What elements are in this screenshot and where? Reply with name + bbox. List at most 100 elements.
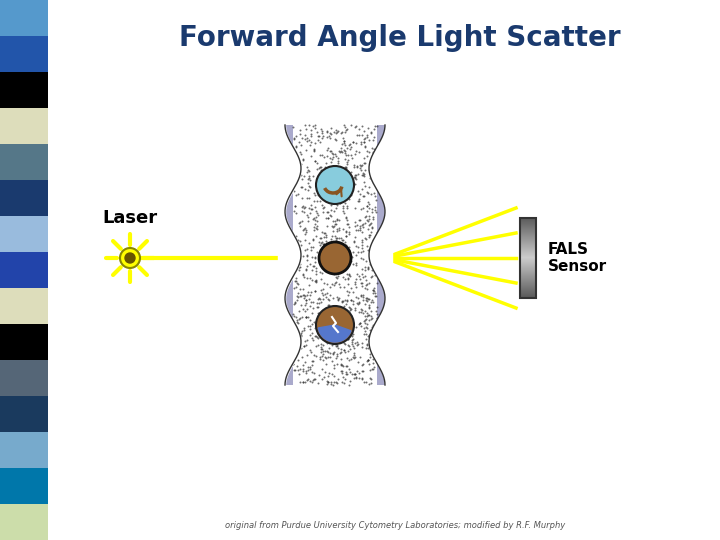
Point [362,264,374,272]
Point [307,172,319,180]
Point [306,333,318,342]
Point [324,303,336,312]
Point [315,241,326,249]
Point [359,324,370,333]
Point [316,150,328,159]
Point [351,171,362,179]
Point [350,149,361,158]
Bar [520,280,536,281]
Bar [520,220,536,221]
Bar [0,252,48,288]
Point [361,215,373,224]
Point [343,333,355,341]
Point [359,219,371,227]
Point [366,266,378,274]
Point [351,122,362,130]
Point [366,144,378,152]
Point [333,294,345,302]
Point [332,157,343,166]
Point [312,320,323,328]
Point [310,207,322,215]
Point [312,136,324,144]
Point [300,228,312,237]
Point [354,308,365,316]
Point [326,154,338,163]
Point [355,318,366,327]
Point [294,173,305,181]
Point [339,296,351,305]
Point [336,180,348,189]
Point [305,246,317,255]
Point [371,313,382,322]
Point [305,291,316,299]
Point [350,261,361,269]
Point [340,340,351,348]
Point [300,225,311,234]
Point [338,379,350,388]
Point [335,190,346,199]
Point [309,157,320,165]
Point [316,227,328,236]
Point [299,185,310,194]
Point [298,172,310,180]
Point [291,362,302,370]
Point [349,280,361,289]
Point [319,279,330,288]
Point [345,305,356,313]
Point [307,308,318,317]
Point [366,296,378,305]
Point [293,314,305,323]
Point [292,155,304,164]
Point [366,224,378,232]
Bar [520,243,536,244]
Point [319,171,330,179]
Point [297,202,308,211]
Point [369,336,380,345]
Point [354,215,366,224]
Point [364,231,376,240]
Point [306,357,318,366]
Point [317,240,328,249]
Point [304,362,315,371]
Point [300,306,311,315]
Point [349,278,361,286]
Point [357,366,369,375]
Point [302,179,314,188]
Point [328,269,340,278]
Point [311,159,323,167]
Point [330,224,342,233]
Point [315,239,327,248]
Point [354,164,366,172]
Point [330,134,341,143]
Point [332,154,343,163]
Point [323,316,334,325]
Point [318,254,329,263]
Point [287,265,299,274]
Point [343,273,354,282]
Point [338,339,350,348]
Point [349,338,361,347]
Point [346,355,357,364]
Point [332,242,343,251]
Point [331,293,343,302]
Point [347,329,359,338]
Bar [520,277,536,278]
Point [346,313,357,322]
Point [298,342,310,350]
Point [341,126,352,134]
Point [359,137,370,146]
Point [300,377,311,386]
Point [331,352,343,361]
Point [314,151,325,160]
Bar [520,296,536,297]
Bar [520,278,536,279]
Point [341,203,352,212]
Point [369,202,381,211]
Point [289,134,300,143]
Point [361,297,373,306]
Bar [520,235,536,236]
Point [294,285,306,294]
Point [349,303,361,312]
Point [322,295,333,304]
Point [303,121,315,130]
